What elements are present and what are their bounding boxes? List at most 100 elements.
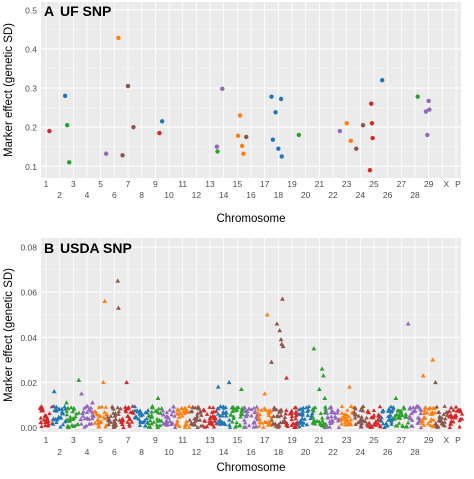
x-tick-label: 19 [287, 179, 297, 189]
band-point [192, 419, 198, 424]
band-point [136, 417, 142, 421]
data-point [380, 78, 385, 83]
band-point [453, 404, 459, 409]
x-tick-label: 14 [219, 447, 229, 457]
x-tick-label: 17 [260, 435, 270, 445]
band-point [102, 410, 107, 414]
band-point [60, 422, 66, 427]
band-point [457, 418, 462, 423]
band-point [164, 423, 170, 427]
data-point [239, 143, 245, 149]
band-point [42, 413, 48, 418]
data-point [360, 123, 366, 128]
band-point [133, 415, 139, 420]
band-point [58, 424, 63, 429]
outlier-point [102, 298, 108, 303]
band-point [116, 412, 121, 416]
band-point [393, 423, 398, 428]
band-point [388, 404, 394, 409]
band-point [304, 422, 310, 427]
band-point [98, 419, 104, 424]
outlier-point [321, 373, 326, 378]
band-point [238, 411, 244, 416]
band-point [396, 408, 401, 413]
band-point [47, 411, 52, 416]
data-point [296, 132, 302, 138]
data-point [237, 113, 243, 118]
band-point [96, 421, 101, 426]
band-point [177, 424, 182, 428]
band-point [339, 410, 345, 415]
band-point [179, 405, 184, 410]
band-point [408, 415, 413, 420]
band-point [358, 407, 363, 412]
band-point [155, 424, 161, 429]
band-point [154, 416, 160, 421]
data-point [348, 138, 353, 144]
band-point [51, 404, 57, 408]
outlier-point [433, 379, 438, 385]
x-tick-label: 27 [397, 435, 407, 445]
panel-a-title: UF SNP [60, 3, 111, 19]
band-point [146, 413, 152, 418]
band-point [444, 410, 450, 415]
band-point [306, 404, 312, 409]
band-point [430, 424, 436, 429]
band-point [41, 417, 47, 422]
band-point [123, 409, 129, 414]
band-point [255, 406, 261, 411]
band-point [132, 404, 138, 409]
band-point [145, 410, 150, 415]
x-tick-label: 20 [301, 447, 311, 457]
band-point [297, 412, 302, 417]
band-point [300, 411, 306, 416]
band-point [201, 407, 206, 412]
band-point [234, 420, 239, 425]
data-point [415, 94, 420, 99]
band-point [323, 404, 328, 409]
band-point [329, 409, 335, 414]
band-point [246, 406, 252, 411]
band-point [400, 423, 405, 428]
band-point [305, 413, 310, 417]
band-point [257, 420, 262, 424]
outlier-point [277, 328, 283, 333]
panel-a-points [47, 35, 432, 173]
band-point [50, 417, 56, 422]
x-tick-label: 9 [153, 179, 158, 189]
band-point [325, 414, 330, 419]
band-point [39, 408, 44, 413]
band-point [336, 425, 342, 430]
x-tick-label: 22 [328, 447, 338, 457]
x-tick-label: 2 [57, 190, 62, 200]
band-point [88, 405, 94, 410]
x-tick-label: 7 [126, 179, 131, 189]
band-point [405, 420, 411, 425]
data-point [278, 96, 284, 102]
band-point [198, 423, 203, 428]
band-point [315, 418, 320, 423]
band-point [371, 408, 377, 413]
band-point [273, 423, 278, 428]
band-point [425, 421, 431, 426]
band-point [415, 421, 420, 425]
x-tick-label: 26 [383, 190, 393, 200]
x-tick-label: 25 [369, 435, 379, 445]
band-point [321, 421, 326, 425]
band-point [62, 419, 68, 424]
band-point [396, 415, 401, 420]
band-point [148, 418, 153, 423]
data-point [116, 35, 121, 41]
band-point [269, 415, 274, 420]
band-point [352, 415, 358, 420]
band-point [379, 415, 384, 420]
band-point [46, 421, 51, 426]
band-point [137, 408, 143, 413]
x-tick-label: 23 [342, 179, 352, 189]
band-point [79, 421, 84, 426]
data-point [369, 101, 374, 106]
x-tick-label: 21 [315, 435, 325, 445]
band-point [134, 408, 140, 413]
band-point [171, 409, 176, 414]
band-point [82, 424, 87, 429]
